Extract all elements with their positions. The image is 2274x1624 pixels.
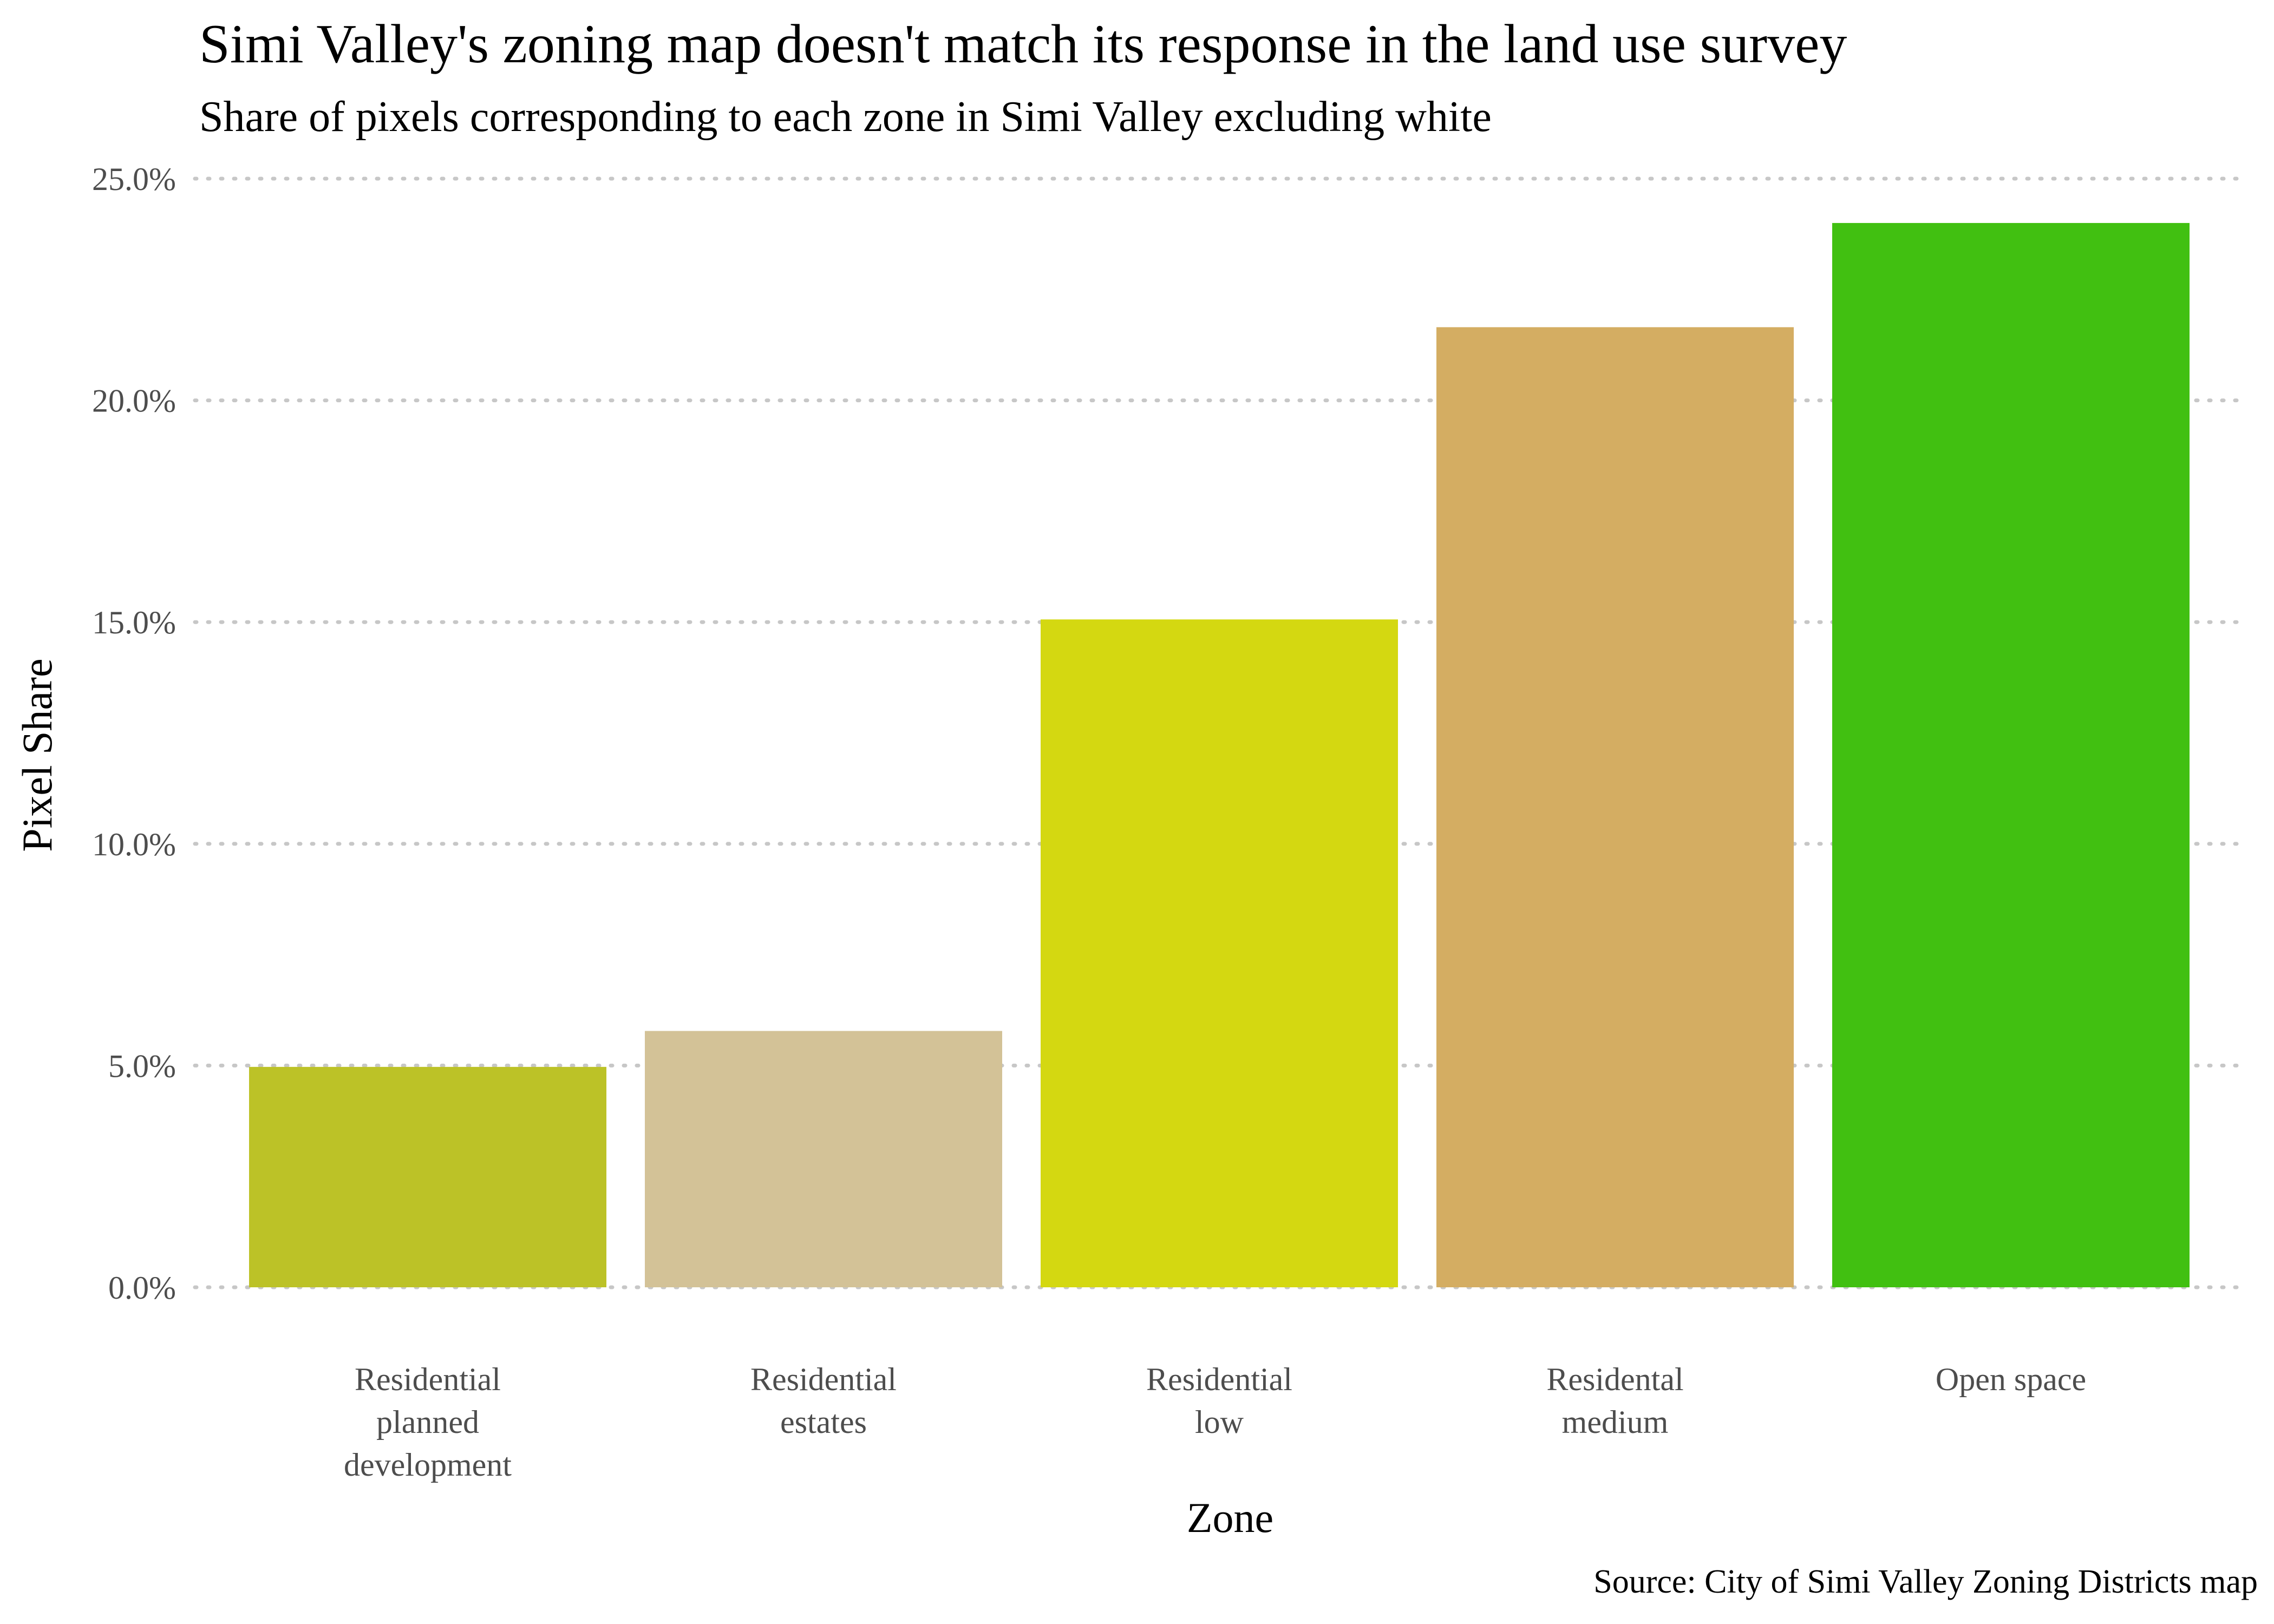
- bar: [249, 1066, 606, 1287]
- y-axis-ticks: 0.0% 5.0% 10.0% 15.0% 20.0% 25.0%: [92, 161, 176, 1306]
- y-tick-label: 15.0%: [92, 605, 176, 640]
- bar: [1041, 619, 1398, 1287]
- chart-title: Simi Valley's zoning map doesn't match i…: [199, 14, 1847, 75]
- chart-subtitle: Share of pixels corresponding to each zo…: [199, 93, 1492, 141]
- x-tick-label-line: low: [1195, 1404, 1244, 1440]
- x-tick-label: Open space: [1936, 1361, 2086, 1397]
- x-tick-label-line: Residental: [1546, 1361, 1683, 1397]
- x-tick-label-line: development: [344, 1447, 512, 1483]
- y-tick-label: 20.0%: [92, 383, 176, 419]
- y-tick-label: 10.0%: [92, 827, 176, 862]
- y-tick-label: 25.0%: [92, 161, 176, 197]
- bar: [1436, 327, 1794, 1287]
- bar: [1832, 222, 2190, 1287]
- bars: [249, 222, 2190, 1287]
- x-tick-label-line: medium: [1562, 1404, 1669, 1440]
- x-axis-ticks: Residential planned developmentResidential…: [344, 1361, 2086, 1483]
- x-tick-label: Residential planned development: [344, 1361, 512, 1483]
- x-tick-label: Residential low: [1146, 1361, 1292, 1440]
- x-tick-label-line: Residential: [1146, 1361, 1292, 1397]
- x-tick-label-line: estates: [780, 1404, 867, 1440]
- y-axis-title: Pixel Share: [14, 658, 61, 852]
- x-axis-title: Zone: [1187, 1494, 1273, 1541]
- bar: [645, 1031, 1002, 1287]
- y-tick-label: 0.0%: [108, 1270, 176, 1306]
- y-tick-label: 5.0%: [108, 1048, 176, 1084]
- x-tick-label-line: Open space: [1936, 1361, 2086, 1397]
- x-tick-label-line: planned: [376, 1404, 479, 1440]
- x-tick-label-line: Residential: [750, 1361, 897, 1397]
- x-tick-label: Residental medium: [1546, 1361, 1683, 1440]
- x-tick-label: Residential estates: [750, 1361, 897, 1440]
- x-tick-label-line: Residential: [355, 1361, 501, 1397]
- chart-caption: Source: City of Simi Valley Zoning Distr…: [1593, 1563, 2258, 1600]
